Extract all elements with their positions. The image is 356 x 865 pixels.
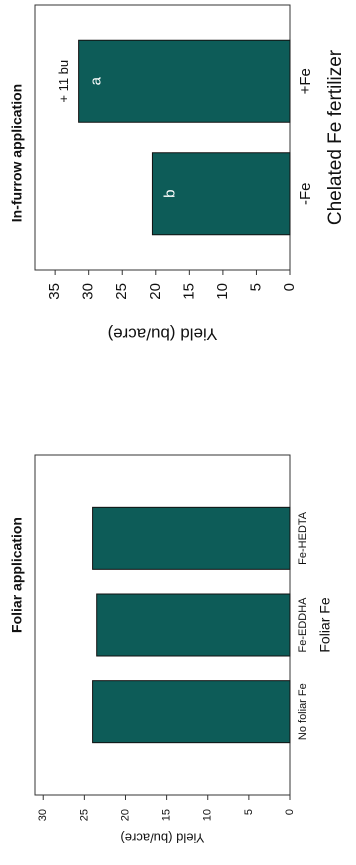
y-tick-label: 10 — [214, 283, 231, 300]
bar — [96, 593, 291, 657]
y-tick-label: 0 — [281, 283, 298, 291]
plot-frame — [34, 4, 291, 271]
y-tick-label: 20 — [147, 283, 164, 300]
y-tick-label: 20 — [119, 809, 131, 821]
x-tick-label: -Fe — [297, 183, 314, 206]
significance-letter: b — [161, 190, 178, 198]
y-tick-label: 35 — [46, 283, 63, 300]
bar — [92, 506, 291, 570]
y-tick-label: 25 — [78, 809, 90, 821]
y-tick-label: 0 — [284, 809, 296, 815]
x-tick-label: +Fe — [297, 68, 314, 94]
bar — [92, 680, 291, 744]
y-tick-label: 25 — [113, 283, 130, 300]
chart-title: In-furrow application — [9, 84, 25, 222]
y-axis-label: Yield (bu/acre) — [108, 325, 218, 344]
x-tick-label: Fe-EDDHA — [297, 597, 309, 653]
bar — [78, 39, 291, 123]
bar — [151, 152, 291, 236]
x-axis-label: Foliar Fe — [317, 597, 333, 652]
y-tick-label: 15 — [161, 809, 173, 821]
y-tick-label: 30 — [37, 809, 49, 821]
significance-letter: a — [88, 76, 105, 85]
chart-title: Foliar application — [9, 517, 25, 633]
y-tick-label: 10 — [202, 809, 214, 821]
y-axis-label: Yield (bu/acre) — [120, 831, 204, 846]
x-tick-label: Fe-HEDTA — [297, 511, 309, 565]
y-tick-label: 15 — [180, 283, 197, 300]
x-tick-label: No foliar Fe — [297, 683, 309, 740]
y-tick-label: 5 — [243, 809, 255, 815]
annotation: + 11 bu — [56, 60, 71, 103]
x-axis-label: Chelated Fe fertilizer — [325, 49, 346, 225]
y-tick-label: 30 — [80, 283, 97, 300]
y-tick-label: 5 — [247, 283, 264, 291]
